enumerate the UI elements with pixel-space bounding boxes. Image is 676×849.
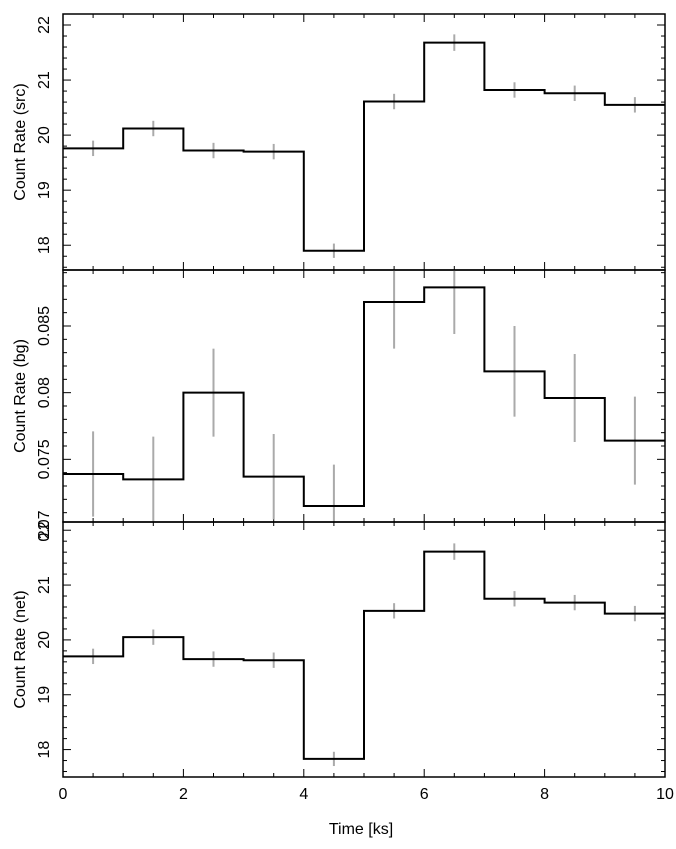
y-axis-label: Count Rate (bg) — [12, 339, 29, 453]
panel-frame — [62, 521, 666, 778]
y-tick-label: 0.075 — [36, 439, 53, 479]
y-tick-label: 22 — [36, 16, 53, 34]
x-tick-label: 2 — [179, 786, 188, 803]
x-axis-label: Time [ks] — [329, 821, 393, 838]
y-tick-label: 0.085 — [36, 306, 53, 346]
x-tick-label: 0 — [59, 786, 68, 803]
y-tick-label: 19 — [36, 686, 53, 704]
y-tick-label: 19 — [36, 181, 53, 199]
plot-area — [63, 34, 665, 258]
x-tick-label: 6 — [420, 786, 429, 803]
y-tick-label: 0.08 — [36, 377, 53, 408]
panel-2: 0.07 0.075 0.08 0.085 Count Rate (bg) — [12, 269, 666, 542]
plot-area — [63, 543, 665, 767]
y-axis-label: Count Rate (src) — [12, 83, 29, 200]
plot-area — [63, 270, 665, 522]
y-tick-label: 0.07 — [36, 510, 53, 541]
y-tick-label: 20 — [36, 631, 53, 649]
step-line — [63, 41, 665, 252]
panel-3: 18 19 20 21 22 0 2 4 6 8 10 Count Rate (net) — [12, 521, 674, 803]
step-line — [63, 286, 665, 507]
x-tick-label: 8 — [540, 786, 549, 803]
y-tick-label: 22 — [36, 521, 53, 539]
y-tick-label: 21 — [36, 71, 53, 89]
y-axis-label: Count Rate (net) — [12, 590, 29, 708]
y-tick-label: 18 — [36, 236, 53, 254]
y-tick-label: 20 — [36, 126, 53, 144]
y-tick-label: 21 — [36, 576, 53, 594]
step-line — [63, 550, 665, 760]
y-tick-label: 18 — [36, 741, 53, 759]
x-tick-label: 4 — [299, 786, 308, 803]
x-tick-label: 10 — [656, 786, 674, 803]
